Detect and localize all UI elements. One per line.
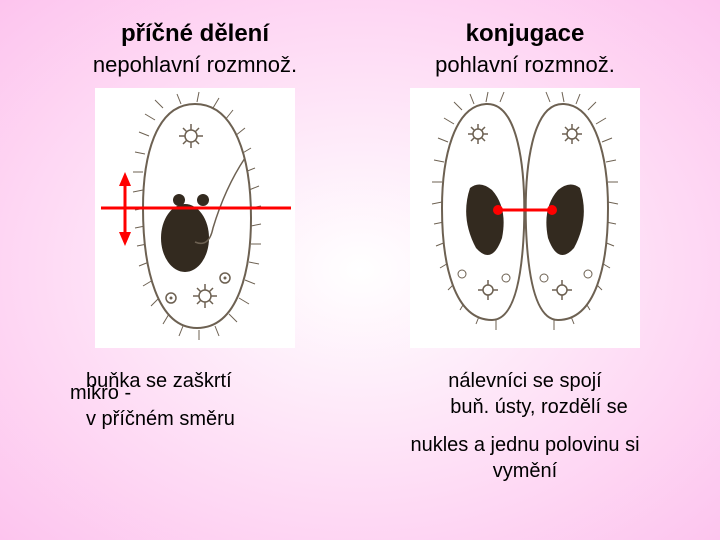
- right-caption-line4: vymění: [410, 458, 639, 484]
- left-caption-line3: v příčném směru: [86, 406, 235, 432]
- left-caption: buňka se zaškrtí mikro - v příčném směru: [30, 368, 235, 432]
- left-subtitle: nepohlavní rozmnož.: [93, 52, 297, 78]
- right-subtitle: pohlavní rozmnož.: [435, 52, 615, 78]
- right-column: konjugace pohlavní rozmnož.: [360, 20, 690, 520]
- paramecium-conjugation-svg: [410, 88, 640, 348]
- left-title: příčné dělení: [121, 20, 269, 48]
- right-caption-line3: nukles a jednu polovinu si: [410, 432, 639, 458]
- right-caption: nálevníci se spojí buň. ústy, rozdělí se…: [390, 368, 659, 484]
- left-column: příčné dělení nepohlavní rozmnož.: [30, 20, 360, 520]
- exchange-dot-right: [547, 205, 557, 215]
- paramecium-fission-svg: [95, 88, 295, 348]
- right-caption-line2: buň. ústy, rozdělí se: [438, 394, 639, 420]
- micronucleus-right: [197, 194, 209, 206]
- micronucleus-left: [173, 194, 185, 206]
- split-arrow-down: [119, 232, 131, 246]
- left-figure: [95, 88, 295, 348]
- right-title: konjugace: [466, 20, 585, 48]
- macronucleus: [161, 204, 209, 272]
- split-arrow-up: [119, 172, 131, 186]
- right-caption-line1: nálevníci se spojí: [410, 368, 639, 394]
- right-figure: [410, 88, 640, 348]
- exchange-dot-left: [493, 205, 503, 215]
- slide: příčné dělení nepohlavní rozmnož.: [0, 0, 720, 540]
